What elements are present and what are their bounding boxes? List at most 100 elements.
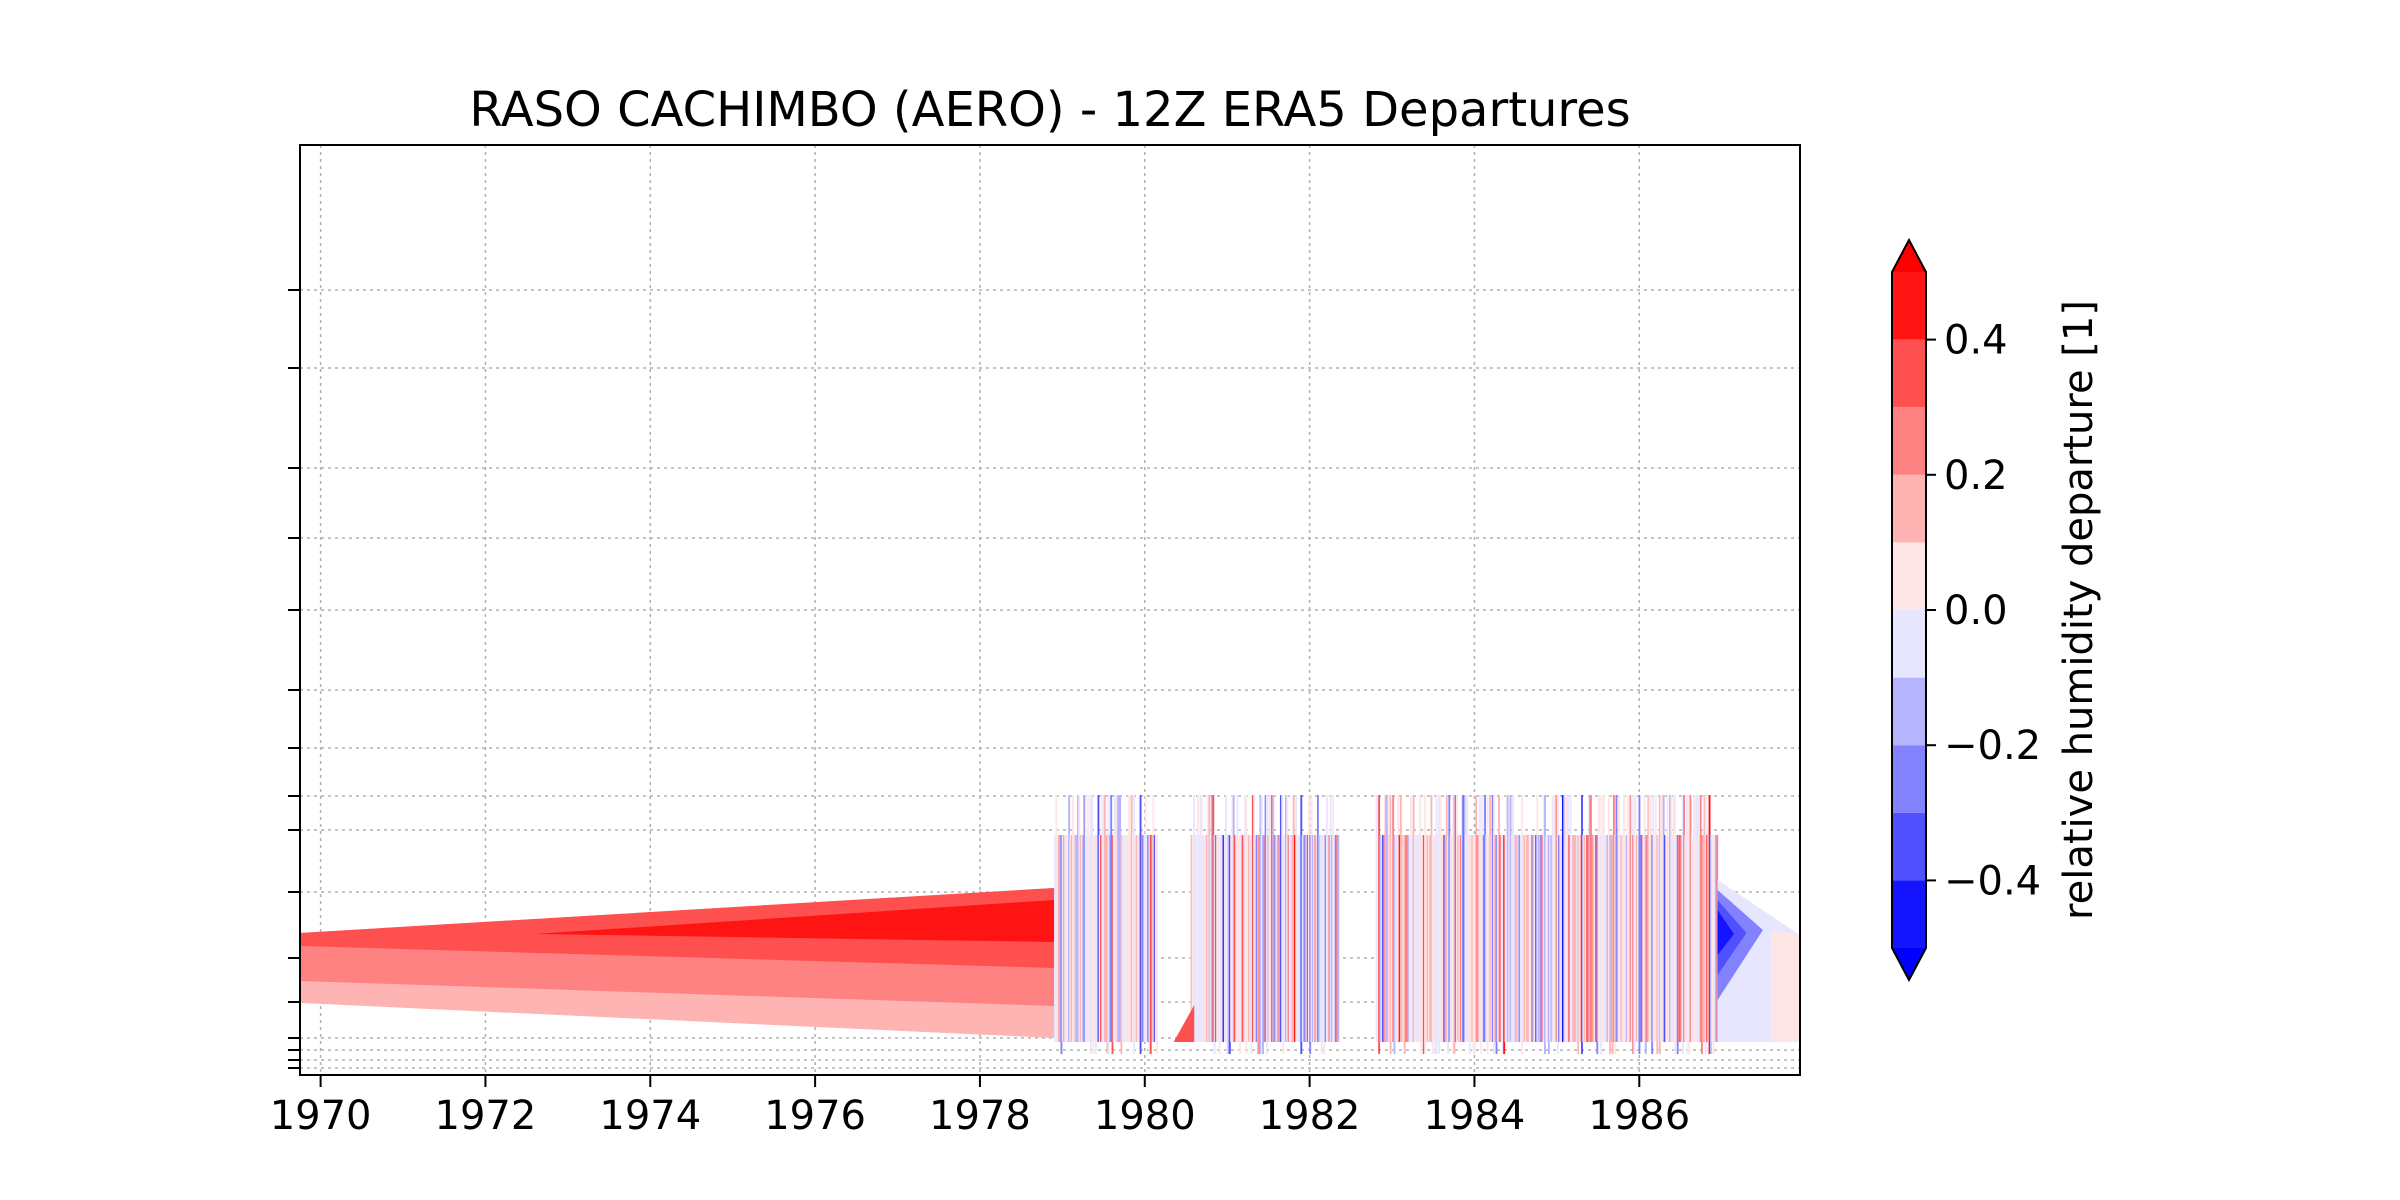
x-tick-label: 1980 [1094, 1093, 1196, 1139]
heatmap-cell [1097, 795, 1100, 1042]
colorbar-tick-label: 0.0 [1944, 588, 2008, 634]
heatmap-cell [1661, 795, 1664, 1042]
heatmap-cell [1655, 795, 1657, 1042]
heatmap-cell [1390, 795, 1393, 1042]
heatmap-cell [1149, 835, 1152, 1054]
heatmap-cell [1310, 795, 1313, 1042]
heatmap-cell [1198, 835, 1201, 1042]
heatmap-cell [1281, 795, 1284, 1042]
heatmap-cell [1393, 835, 1396, 1054]
heatmap-cell [1330, 835, 1333, 1042]
heatmap-cell [1609, 835, 1612, 1054]
heatmap-cell [1656, 835, 1659, 1054]
heatmap-cell [1536, 795, 1539, 1042]
heatmap-cell [1217, 835, 1220, 1042]
heatmap-cell [1267, 835, 1270, 1042]
heatmap-cell [1588, 795, 1591, 1042]
heatmap-cell [1276, 835, 1279, 1042]
heatmap-cell [1151, 835, 1153, 1042]
heatmap-cell [1407, 835, 1410, 1042]
x-tick-label: 1974 [599, 1093, 701, 1139]
heatmap-cell [1499, 835, 1502, 1042]
heatmap-cell [1133, 795, 1136, 1054]
heatmap-cell [1098, 835, 1101, 1042]
heatmap-cell [1269, 795, 1272, 1042]
heatmap-cell [1589, 795, 1592, 1042]
colorbar-tick-label: 0.4 [1944, 318, 2008, 364]
heatmap-cell [1211, 795, 1213, 1042]
heatmap-cell [1485, 835, 1488, 1042]
heatmap-cell [1674, 795, 1677, 1054]
heatmap-cell [1292, 795, 1295, 1042]
x-tick-label: 1984 [1424, 1093, 1526, 1139]
heatmap-cell [1108, 835, 1111, 1042]
heatmap-cell [1314, 835, 1317, 1042]
heatmap-cell [1336, 835, 1338, 1042]
heatmap-cell [1287, 835, 1290, 1042]
heatmap-cell [1221, 835, 1224, 1042]
heatmap-cell [1309, 835, 1312, 1054]
x-tick-label: 1986 [1588, 1093, 1690, 1139]
heatmap-cell [1306, 835, 1309, 1042]
heatmap-cell [1057, 835, 1060, 1042]
heatmap-cell [1601, 795, 1604, 1042]
heatmap-cell [1629, 795, 1632, 1042]
heatmap-cell [1512, 795, 1515, 1042]
heatmap-cell [1558, 835, 1560, 1042]
heatmap-cell [1649, 795, 1652, 1042]
heatmap-cell [1624, 835, 1627, 1042]
colorbar-level [1892, 880, 1926, 948]
heatmap-cell [1666, 795, 1669, 1042]
heatmap-cell [1665, 835, 1668, 1042]
heatmap-cell [1672, 795, 1675, 1042]
heatmap-cell [1212, 795, 1215, 1042]
heatmap-cell [1638, 795, 1641, 1054]
heatmap-cell [1551, 795, 1554, 1042]
heatmap-cell [1468, 835, 1471, 1054]
heatmap-cell [1572, 835, 1575, 1042]
heatmap-cell [1195, 835, 1198, 1042]
heatmap-cell [1438, 795, 1441, 1054]
heatmap-cell [1684, 835, 1687, 1042]
heatmap-cell [1147, 835, 1150, 1042]
heatmap-cell [1078, 795, 1081, 1042]
heatmap-cell [1531, 835, 1534, 1042]
heatmap-cell [1241, 835, 1244, 1042]
heatmap-cell [1086, 835, 1088, 1042]
x-tick-label: 1976 [764, 1093, 866, 1139]
heatmap-cell [1248, 835, 1250, 1042]
heatmap-cell [1135, 835, 1138, 1042]
heatmap-cell [1443, 835, 1446, 1042]
heatmap-cell [1448, 795, 1451, 1042]
heatmap-cell [1236, 795, 1239, 1042]
heatmap-cell [1279, 795, 1282, 1042]
heatmap-cell [1154, 835, 1157, 1042]
heatmap-cell [1573, 835, 1576, 1042]
heatmap-cell [1218, 835, 1221, 1054]
heatmap-cell [1545, 835, 1548, 1042]
heatmap-cell [1223, 835, 1226, 1042]
heatmap-cell [1444, 835, 1447, 1042]
heatmap-cell [1059, 835, 1062, 1042]
heatmap-cell [1482, 835, 1485, 1042]
heatmap-cell [1486, 795, 1489, 1054]
heatmap-cell [1453, 795, 1456, 1054]
heatmap-cell [1600, 835, 1603, 1054]
heatmap-cell [1611, 835, 1614, 1054]
heatmap-cell [1692, 835, 1694, 1042]
heatmap-cell [1237, 835, 1240, 1042]
colorbar-level [1892, 474, 1926, 543]
heatmap-cell [1560, 835, 1563, 1042]
heatmap-cell [1268, 795, 1271, 1042]
heatmap-cell [1495, 835, 1498, 1054]
heatmap-cell [1681, 795, 1684, 1054]
heatmap-cell [1114, 795, 1116, 1042]
heatmap-cell [1100, 835, 1102, 1042]
heatmap-cell [1115, 835, 1118, 1042]
heatmap-cell [1422, 835, 1425, 1054]
heatmap-cell [1680, 835, 1683, 1042]
heatmap-cell [1518, 835, 1521, 1042]
colorbar-level [1892, 610, 1926, 678]
heatmap-cell [1660, 795, 1663, 1042]
